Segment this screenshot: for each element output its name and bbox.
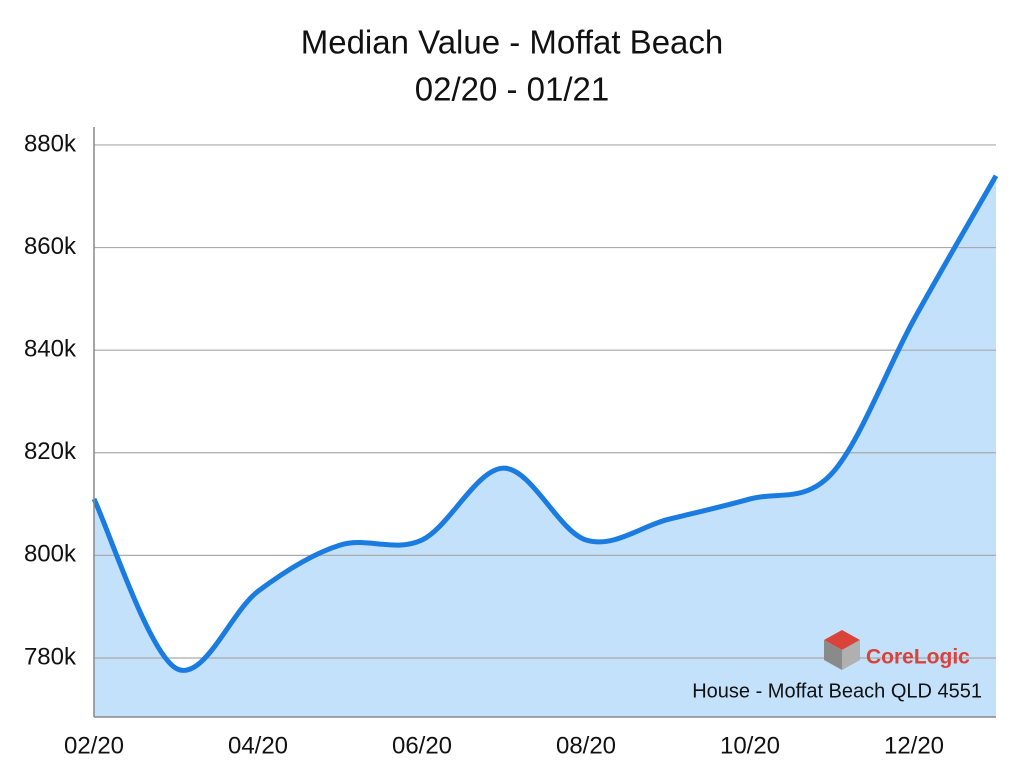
source-logo-text: CoreLogic	[866, 646, 970, 669]
x-tick-label: 10/20	[720, 732, 780, 759]
source-logo: CoreLogic	[824, 630, 970, 670]
chart-title: Median Value - Moffat Beach	[301, 24, 724, 61]
x-tick-label: 06/20	[392, 732, 452, 759]
y-tick-label: 780k	[24, 643, 77, 670]
y-tick-label: 800k	[24, 541, 77, 568]
x-tick-label: 02/20	[64, 732, 124, 759]
y-tick-label: 880k	[24, 130, 77, 157]
x-tick-label: 04/20	[228, 732, 288, 759]
x-tick-label: 12/20	[884, 732, 944, 759]
y-tick-label: 860k	[24, 233, 77, 260]
x-tick-label: 08/20	[556, 732, 616, 759]
area-fill	[94, 175, 996, 717]
y-tick-label: 820k	[24, 438, 77, 465]
chart-subtitle: 02/20 - 01/21	[415, 71, 610, 108]
annotation: House - Moffat Beach QLD 4551	[692, 680, 982, 702]
y-tick-label: 840k	[24, 336, 77, 363]
logo-cube-left	[824, 640, 842, 670]
logo-cube-right	[842, 640, 860, 670]
line	[91, 174, 999, 673]
plot-area: 780k 800k 820k 840k 860k 880k 02/20 04/20 06/20 0…	[24, 127, 999, 759]
